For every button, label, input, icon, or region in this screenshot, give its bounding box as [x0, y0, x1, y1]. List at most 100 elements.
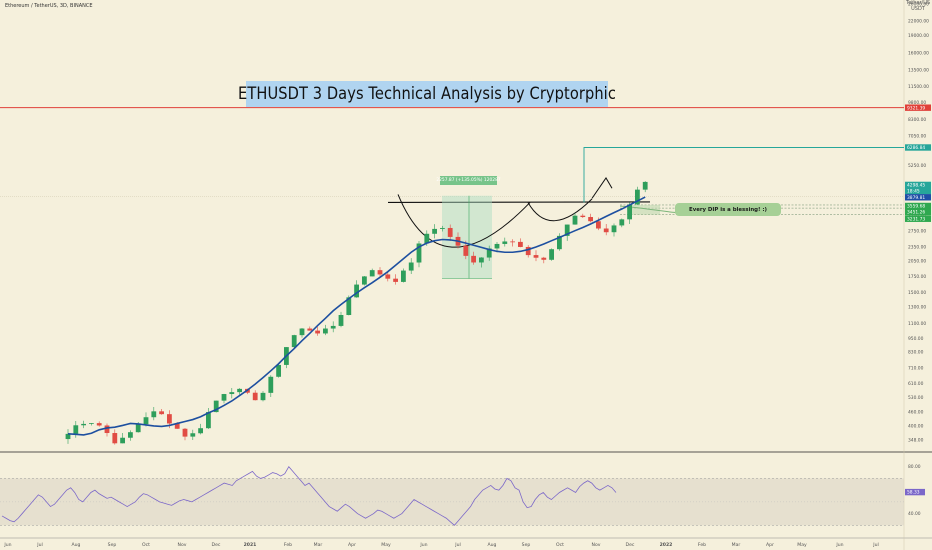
time-tick-label: Sep: [522, 542, 531, 548]
candle-body: [167, 414, 172, 424]
measure-box: [442, 195, 492, 279]
rsi-value-badge: [905, 488, 925, 496]
candle-body: [120, 437, 125, 444]
price-badge: [905, 144, 931, 151]
price-tick-label: 5250.00: [908, 163, 926, 169]
price-tick-label: 11500.00: [908, 84, 929, 90]
candle-body: [104, 425, 110, 434]
candle-body: [619, 219, 625, 226]
price-tick-label: 530.00: [908, 395, 924, 401]
price-badge: [905, 194, 931, 201]
candle-body: [354, 284, 359, 298]
candle-body: [143, 417, 149, 425]
candle-body: [541, 257, 547, 260]
candle-body: [611, 225, 617, 233]
time-tick-label: May: [797, 542, 807, 548]
rsi-tick-label: 80.00: [908, 464, 921, 470]
candle-body: [549, 249, 554, 260]
candle-body: [221, 394, 227, 401]
price-badge-label: 3559.68: [907, 204, 925, 210]
candle-body: [603, 228, 609, 233]
price-badge: [905, 187, 931, 195]
time-tick-label: Mar: [314, 542, 323, 548]
price-tick-label: 710.00: [908, 365, 924, 371]
chart-title: ETHUSDT 3 Days Technical Analysis by Cry…: [238, 84, 616, 104]
candles-group: [65, 181, 648, 445]
candle-body: [81, 423, 86, 426]
price-tick-label: 1500.00: [908, 290, 926, 296]
time-tick-label: Jul: [872, 542, 879, 548]
ema-line: [67, 196, 646, 436]
candle-body: [362, 276, 367, 285]
price-tick-label: 26000.00: [908, 2, 929, 8]
time-tick-label: Jun: [3, 542, 11, 548]
candle-body: [533, 255, 539, 258]
candle-body: [182, 428, 188, 437]
time-tick-label: May: [381, 542, 391, 548]
candle-body: [190, 433, 196, 437]
price-tick-label: 16000.00: [908, 51, 929, 57]
candle-body: [174, 423, 180, 429]
candle-body: [580, 215, 586, 218]
candle-body: [330, 325, 336, 329]
time-tick-label: Nov: [178, 542, 187, 548]
candle-body: [432, 228, 437, 234]
candle-body: [213, 400, 219, 413]
annotation-bubble: Every DIP is a blessing! :): [675, 203, 781, 216]
price-tick-label: 950.00: [908, 336, 924, 342]
time-tick-label: Jun: [419, 542, 427, 548]
time-tick-label: Dec: [626, 542, 635, 548]
candle-body: [237, 388, 242, 393]
price-badge-label: 3231.73: [907, 216, 925, 222]
price-tick-label: 830.00: [908, 350, 924, 356]
candle-body: [564, 224, 570, 236]
price-badge-label: 4298.45: [907, 183, 925, 189]
candle-body: [206, 412, 211, 429]
candle-body: [112, 433, 118, 444]
candle-body: [65, 433, 71, 440]
candle-body: [73, 425, 79, 434]
price-tick-label: 2350.00: [908, 244, 926, 250]
price-badge: [905, 181, 931, 189]
candle-body: [159, 411, 164, 415]
candle-body: [385, 274, 391, 279]
rsi-tick-label: 40.00: [908, 511, 921, 517]
price-tick-label: 460.00: [908, 409, 924, 415]
measure-range-label: 2257.87 (+135.05%) 120287: [436, 176, 501, 185]
price-tick-label: 2050.00: [908, 258, 926, 264]
candle-body: [416, 243, 422, 263]
time-tick-label: Nov: [592, 542, 601, 548]
price-tick-label: 9800.00: [908, 100, 926, 106]
time-tick-label: Apr: [348, 542, 356, 548]
symbol-line: Ethereum / TetherUS, 3D, BINANCE: [5, 3, 93, 9]
price-badge: [905, 202, 931, 210]
price-tick-label: 400.00: [908, 423, 924, 429]
candle-body: [299, 328, 305, 336]
time-tick-label: 2022: [660, 542, 673, 548]
time-tick-label: 2021: [244, 542, 257, 548]
price-tick-label: 1100.00: [908, 321, 926, 327]
price-badge: [905, 104, 931, 111]
candle-body: [315, 330, 320, 334]
price-badge-label: 9321.39: [907, 105, 925, 111]
candle-body: [642, 181, 648, 190]
candle-body: [494, 243, 500, 249]
candle-body: [393, 278, 398, 282]
price-tick-label: 19000.00: [908, 33, 929, 39]
chart-title-box: ETHUSDT 3 Days Technical Analysis by Cry…: [238, 81, 616, 107]
candle-body: [198, 428, 203, 434]
candle-body: [96, 423, 102, 426]
price-tick-label: 348.00: [908, 438, 924, 444]
time-tick-label: Jul: [36, 542, 43, 548]
time-tick-label: Aug: [72, 542, 81, 548]
candle-body: [252, 392, 258, 401]
candle-body: [572, 215, 578, 225]
price-badge: [905, 215, 931, 222]
candle-body: [463, 245, 469, 256]
rsi-value-label: 58.33: [907, 490, 920, 496]
price-tick-label: 7050.00: [908, 133, 926, 139]
candle-body: [588, 217, 593, 222]
target-line: [583, 147, 904, 203]
candle-body: [440, 227, 445, 229]
candle-body: [291, 335, 297, 348]
